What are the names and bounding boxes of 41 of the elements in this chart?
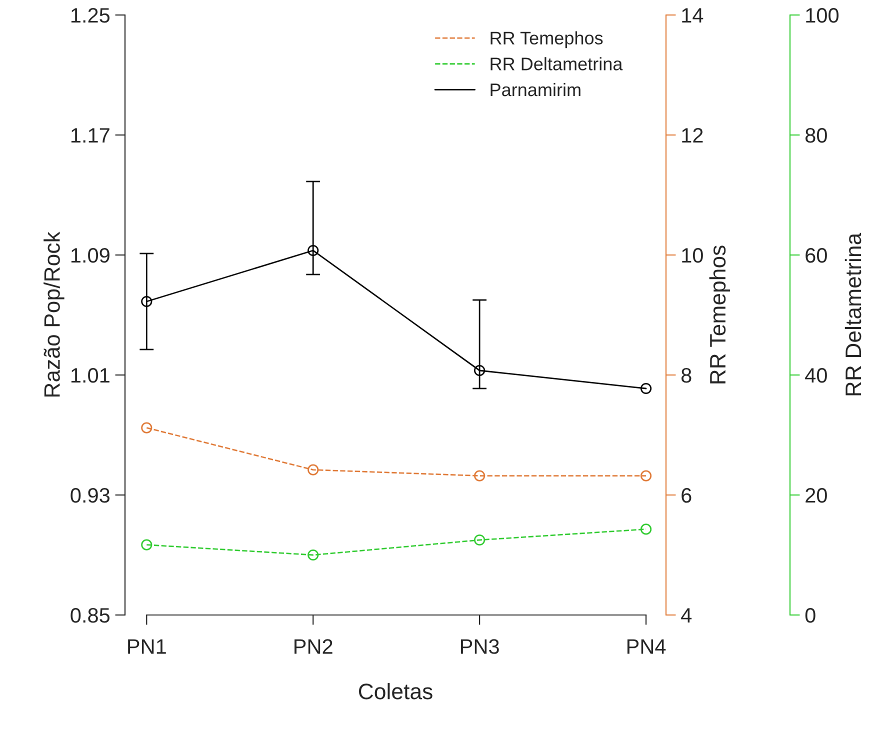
y3-tick-label: 80 — [805, 128, 827, 143]
point — [141, 422, 152, 434]
legend-label: Parnamirim — [490, 82, 580, 96]
x-tick-label: PN3 — [461, 639, 499, 654]
point — [474, 364, 486, 376]
y3-tick-label: 60 — [806, 248, 827, 263]
point — [141, 296, 152, 308]
point — [640, 470, 652, 482]
y2-tick-label: 12 — [682, 128, 703, 143]
legend-label: RR Deltametrina — [490, 57, 623, 70]
x-tick-label: PN1 — [128, 639, 166, 654]
y2-tick-label: 10 — [682, 248, 703, 263]
y2-tick-label: 14 — [682, 8, 704, 23]
y-tick-label: 1.01 — [71, 368, 110, 383]
x-axis-title: Coletas — [358, 683, 432, 700]
point — [308, 244, 319, 256]
y-tick-label: 1.17 — [71, 128, 110, 143]
y-tick-label: 0.93 — [70, 488, 110, 503]
point — [308, 549, 319, 561]
y-tick-label: 1.09 — [71, 248, 110, 263]
x-tick-label: PN2 — [294, 639, 332, 654]
y3-tick-label: 40 — [805, 368, 827, 383]
legend-label: RR Temephos — [490, 31, 603, 48]
y-tick-label: 1.25 — [71, 8, 110, 23]
point — [474, 534, 486, 546]
point — [474, 470, 486, 482]
y2-axis-title: RR Temephos — [709, 246, 730, 384]
y3-axis-title: RR Deltametrina — [844, 232, 862, 396]
y2-tick-label: 8 — [681, 368, 692, 383]
point — [640, 524, 652, 535]
point — [141, 539, 152, 550]
point — [308, 464, 319, 476]
y3-tick-label: 100 — [806, 8, 839, 23]
y3-tick-label: 20 — [806, 488, 827, 503]
x-tick-label: PN4 — [627, 639, 666, 654]
y-tick-label: 0.85 — [70, 608, 110, 623]
y-axis-title: Razão Pop/Rock — [44, 232, 64, 397]
y3-tick-label: 0 — [805, 608, 816, 623]
point — [640, 382, 652, 394]
y2-tick-label: 6 — [682, 488, 692, 503]
y2-tick-label: 4 — [681, 608, 692, 623]
